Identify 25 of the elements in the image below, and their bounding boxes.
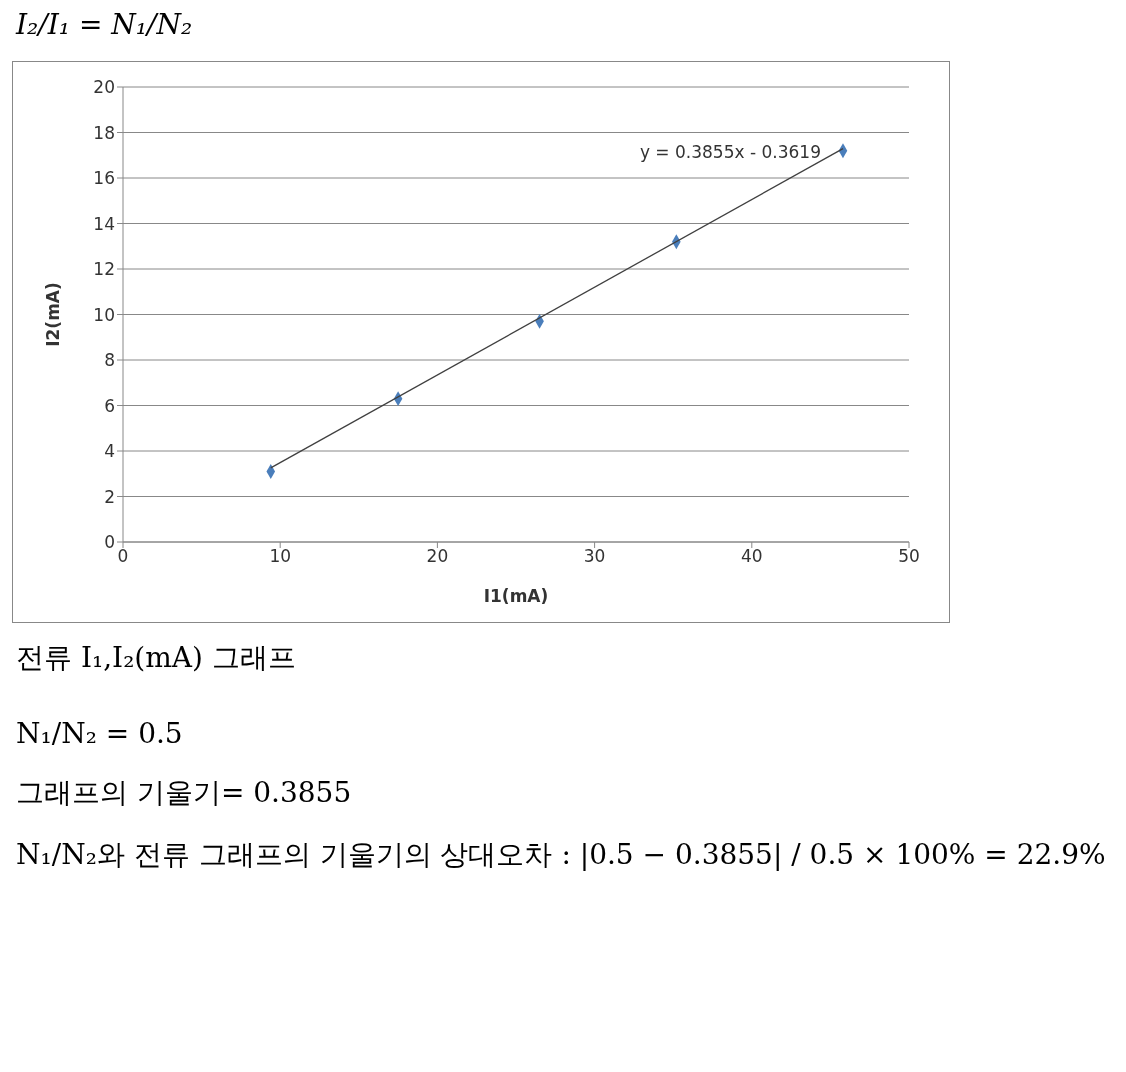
x-tick-label: 50 bbox=[898, 546, 920, 567]
x-tick-label: 30 bbox=[583, 546, 606, 567]
y-tick-label: 20 bbox=[93, 77, 115, 98]
y-tick-label: 8 bbox=[104, 350, 115, 371]
text: I₂/I₁ = N₁/N₂ bbox=[16, 8, 194, 41]
y-tick-label: 14 bbox=[93, 213, 115, 234]
text: 그래프의 기울기= 0.3855 bbox=[16, 775, 353, 811]
text: N₁/N₂ = 0.5 bbox=[16, 717, 184, 750]
y-tick-label: 4 bbox=[104, 441, 115, 462]
y-tick-label: 16 bbox=[93, 168, 115, 189]
x-axis-title: I1(mA) bbox=[483, 586, 549, 606]
y-axis-title: I2(mA) bbox=[43, 282, 64, 347]
y-tick-label: 12 bbox=[93, 259, 115, 280]
x-tick-label: 0 bbox=[117, 546, 129, 567]
text: N₁/N₂와 전류 그래프의 기울기의 상대오차 : |0.5 − 0.3855| / 0.5 × 100% = 22.9% bbox=[16, 837, 1107, 873]
y-tick-label: 18 bbox=[93, 122, 115, 143]
y-tick-label: 10 bbox=[93, 304, 115, 325]
y-tick-label: 0 bbox=[104, 532, 115, 553]
annotation: y = 0.3855x - 0.3619 bbox=[639, 142, 821, 162]
x-tick-label: 40 bbox=[740, 546, 763, 567]
text: 전류 I₁,I₂(mA) 그래프 bbox=[16, 640, 297, 676]
x-tick-label: 20 bbox=[426, 546, 449, 567]
x-tick-label: 10 bbox=[269, 546, 292, 567]
y-tick-label: 6 bbox=[104, 395, 115, 416]
y-tick-label: 2 bbox=[104, 486, 115, 507]
